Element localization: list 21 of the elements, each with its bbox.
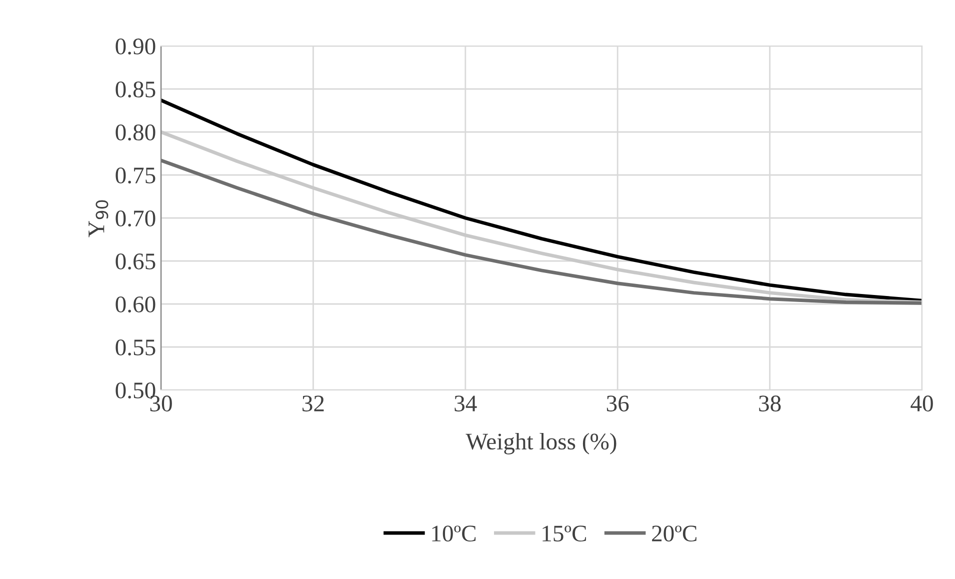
y-axis-title: Y$_{90}$ (88, 200, 108, 238)
y-tick-label: 0.80 (116, 124, 156, 141)
line-series (161, 158, 922, 305)
x-tick-label: 34 (454, 396, 477, 412)
x-tick-label: 40 (910, 396, 933, 412)
y-tick-label: 0.65 (116, 253, 156, 270)
y-tick-label: 0.90 (116, 38, 156, 55)
y-tick-label: 0.70 (116, 210, 156, 227)
x-tick-label: 38 (759, 396, 781, 412)
line-series (161, 130, 922, 304)
legend-label: 10ºC (432, 526, 476, 542)
legend-label: 15ºC (542, 526, 586, 542)
x-axis-title: Weight loss (%) (466, 432, 616, 454)
y-tick-label: 0.85 (116, 81, 156, 98)
y-tick-label: 0.55 (116, 339, 156, 356)
x-tick-label: 32 (302, 396, 324, 412)
legend-label: 20ºC (652, 526, 696, 542)
y-tick-label: 0.75 (116, 167, 156, 184)
y-tick-label: 0.60 (116, 296, 156, 313)
line-series (161, 98, 922, 302)
x-tick-label: 36 (606, 396, 629, 412)
